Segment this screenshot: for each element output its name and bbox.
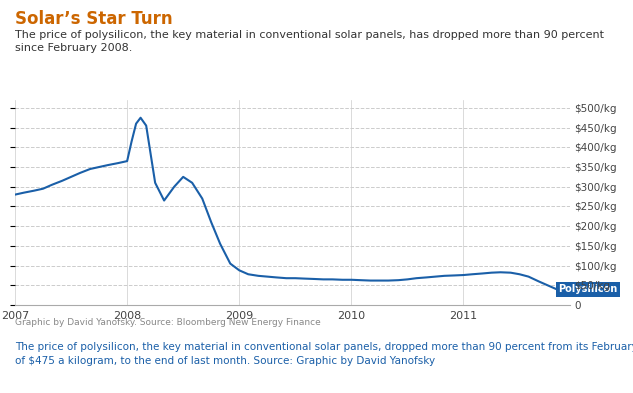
Text: The price of polysilicon, the key material in conventional solar panels, dropped: The price of polysilicon, the key materi… xyxy=(15,342,633,366)
Text: Polysilicon: Polysilicon xyxy=(558,284,617,294)
Text: Graphic by David Yanofsky. Source: Bloomberg New Energy Finance: Graphic by David Yanofsky. Source: Bloom… xyxy=(15,318,321,327)
Text: Solar’s Star Turn: Solar’s Star Turn xyxy=(15,10,173,28)
Text: The price of polysilicon, the key material in conventional solar panels, has dro: The price of polysilicon, the key materi… xyxy=(15,30,604,53)
